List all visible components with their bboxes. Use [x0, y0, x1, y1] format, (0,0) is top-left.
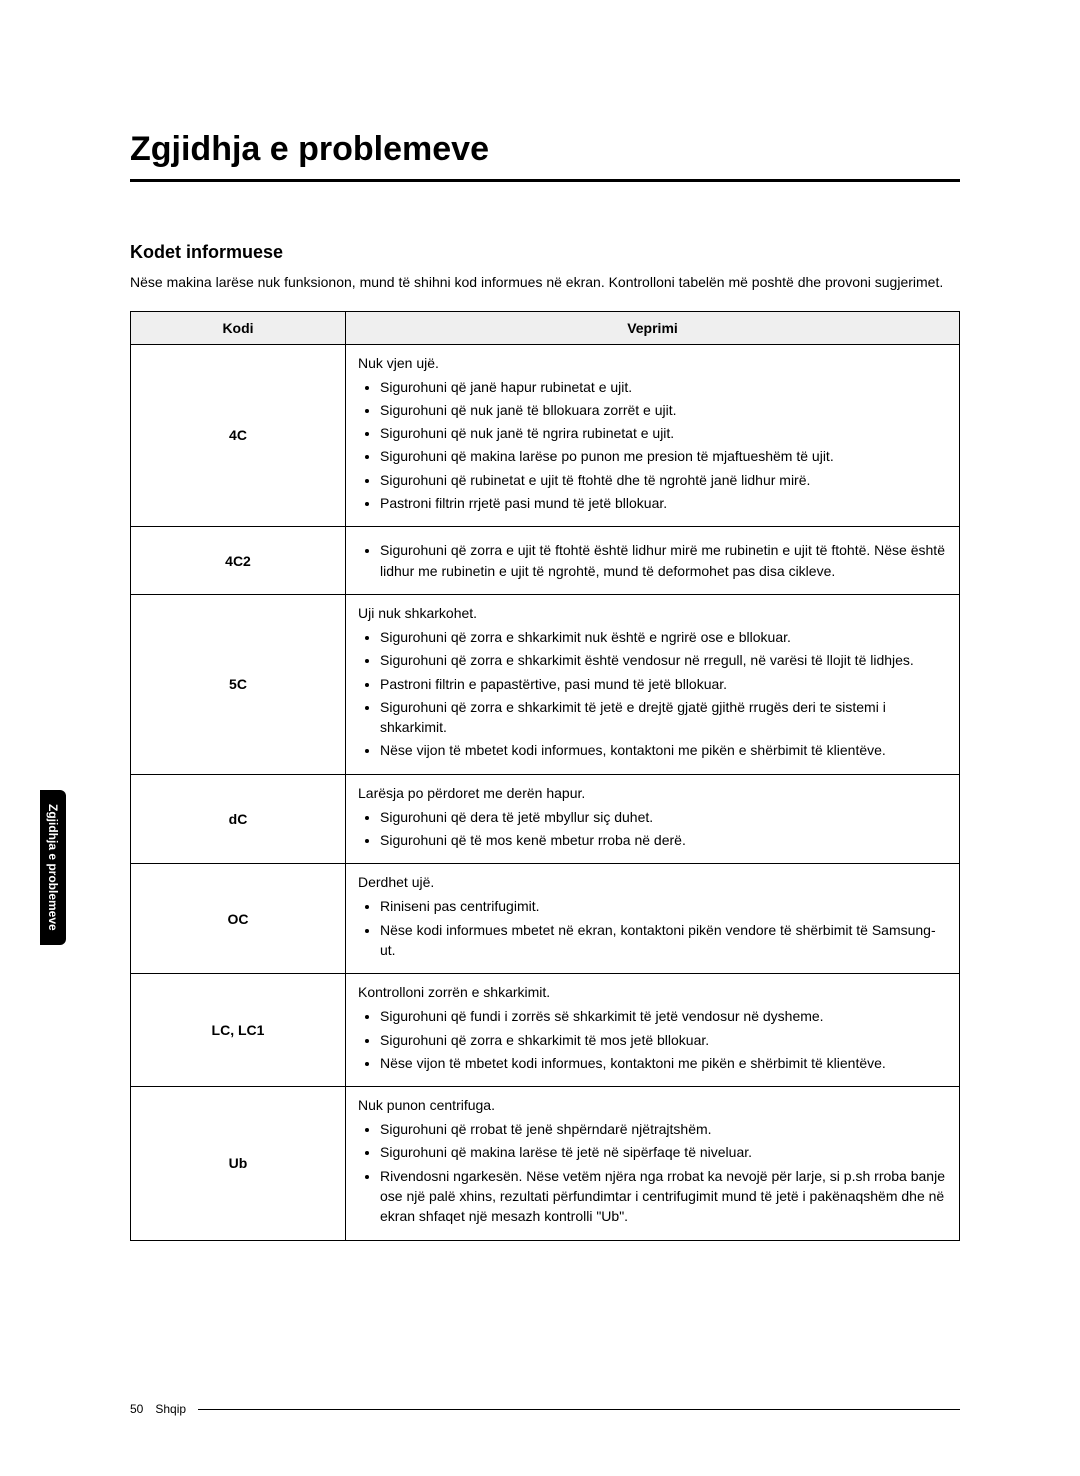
- action-lead: Larësja po përdoret me derën hapur.: [358, 785, 947, 801]
- code-cell: 4C2: [131, 527, 346, 595]
- side-tab: Zgjidhja e problemeve: [40, 790, 66, 945]
- action-cell: Larësja po përdoret me derën hapur. Sigur…: [346, 774, 960, 864]
- list-item: Sigurohuni që zorra e shkarkimit nuk ësh…: [380, 627, 947, 647]
- table-row: 4C Nuk vjen ujë. Sigurohuni që janë hapur …: [131, 344, 960, 527]
- page-footer: 50 Shqip: [130, 1402, 960, 1416]
- list-item: Sigurohuni që zorra e shkarkimit të mos …: [380, 1030, 947, 1050]
- page-number: 50: [130, 1402, 143, 1416]
- table-row: LC, LC1 Kontrolloni zorrën e shkarkimit. S…: [131, 974, 960, 1087]
- info-codes-table: Kodi Veprimi 4C Nuk vjen ujë. Sigurohuni q…: [130, 311, 960, 1241]
- list-item: Nëse kodi informues mbetet në ekran, kon…: [380, 920, 947, 961]
- action-list: Riniseni pas centrifugimit. Nëse kodi inf…: [358, 896, 947, 960]
- list-item: Sigurohuni që rrobat të jenë shpërndarë …: [380, 1119, 947, 1139]
- action-list: Sigurohuni që fundi i zorrës së shkarkim…: [358, 1006, 947, 1073]
- table-header-action: Veprimi: [346, 311, 960, 344]
- table-row: dC Larësja po përdoret me derën hapur. Sig…: [131, 774, 960, 864]
- action-list: Sigurohuni që zorra e shkarkimit nuk ësh…: [358, 627, 947, 761]
- section-subtitle: Kodet informuese: [130, 242, 960, 263]
- footer-rule: [198, 1409, 960, 1410]
- code-cell: dC: [131, 774, 346, 864]
- list-item: Sigurohuni që makina larëse të jetë në s…: [380, 1142, 947, 1162]
- list-item: Sigurohuni që dera të jetë mbyllur siç d…: [380, 807, 947, 827]
- list-item: Sigurohuni që nuk janë të bllokuara zorr…: [380, 400, 947, 420]
- list-item: Rivendosni ngarkesën. Nëse vetëm njëra n…: [380, 1166, 947, 1227]
- table-row: 4C2 Sigurohuni që zorra e ujit të ftohtë …: [131, 527, 960, 595]
- action-cell: Nuk punon centrifuga. Sigurohuni që rroba…: [346, 1087, 960, 1240]
- action-lead: Uji nuk shkarkohet.: [358, 605, 947, 621]
- action-lead: Nuk vjen ujë.: [358, 355, 947, 371]
- list-item: Pastroni filtrin e papastërtive, pasi mu…: [380, 674, 947, 694]
- table-row: 5C Uji nuk shkarkohet. Sigurohuni që zorra…: [131, 594, 960, 774]
- action-list: Sigurohuni që janë hapur rubinetat e uji…: [358, 377, 947, 514]
- action-list: Sigurohuni që rrobat të jenë shpërndarë …: [358, 1119, 947, 1226]
- table-row: OC Derdhet ujë. Riniseni pas centrifugimit…: [131, 864, 960, 974]
- action-list: Sigurohuni që zorra e ujit të ftohtë ësh…: [358, 540, 947, 581]
- action-cell: Uji nuk shkarkohet. Sigurohuni që zorra e…: [346, 594, 960, 774]
- list-item: Pastroni filtrin rrjetë pasi mund të jet…: [380, 493, 947, 513]
- code-cell: 5C: [131, 594, 346, 774]
- table-header-code: Kodi: [131, 311, 346, 344]
- code-cell: LC, LC1: [131, 974, 346, 1087]
- list-item: Sigurohuni që rubinetat e ujit të ftohtë…: [380, 470, 947, 490]
- action-cell: Nuk vjen ujë. Sigurohuni që janë hapur ru…: [346, 344, 960, 527]
- action-lead: Nuk punon centrifuga.: [358, 1097, 947, 1113]
- intro-text: Nëse makina larëse nuk funksionon, mund …: [130, 273, 960, 293]
- list-item: Sigurohuni që zorra e shkarkimit të jetë…: [380, 697, 947, 738]
- list-item: Riniseni pas centrifugimit.: [380, 896, 947, 916]
- list-item: Sigurohuni që makina larëse po punon me …: [380, 446, 947, 466]
- list-item: Sigurohuni që zorra e ujit të ftohtë ësh…: [380, 540, 947, 581]
- list-item: Sigurohuni që janë hapur rubinetat e uji…: [380, 377, 947, 397]
- code-cell: Ub: [131, 1087, 346, 1240]
- code-cell: OC: [131, 864, 346, 974]
- list-item: Sigurohuni që fundi i zorrës së shkarkim…: [380, 1006, 947, 1026]
- list-item: Sigurohuni që të mos kenë mbetur rroba n…: [380, 830, 947, 850]
- code-cell: 4C: [131, 344, 346, 527]
- action-cell: Derdhet ujë. Riniseni pas centrifugimit. N…: [346, 864, 960, 974]
- list-item: Nëse vijon të mbetet kodi informues, kon…: [380, 1053, 947, 1073]
- action-list: Sigurohuni që dera të jetë mbyllur siç d…: [358, 807, 947, 851]
- action-cell: Kontrolloni zorrën e shkarkimit. Sigurohu…: [346, 974, 960, 1087]
- list-item: Sigurohuni që nuk janë të ngrira rubinet…: [380, 423, 947, 443]
- action-lead: Kontrolloni zorrën e shkarkimit.: [358, 984, 947, 1000]
- table-row: Ub Nuk punon centrifuga. Sigurohuni që rro…: [131, 1087, 960, 1240]
- action-cell: Sigurohuni që zorra e ujit të ftohtë ësh…: [346, 527, 960, 595]
- list-item: Nëse vijon të mbetet kodi informues, kon…: [380, 740, 947, 760]
- list-item: Sigurohuni që zorra e shkarkimit është v…: [380, 650, 947, 670]
- page-title: Zgjidhja e problemeve: [130, 130, 960, 182]
- action-lead: Derdhet ujë.: [358, 874, 947, 890]
- footer-language: Shqip: [155, 1402, 186, 1416]
